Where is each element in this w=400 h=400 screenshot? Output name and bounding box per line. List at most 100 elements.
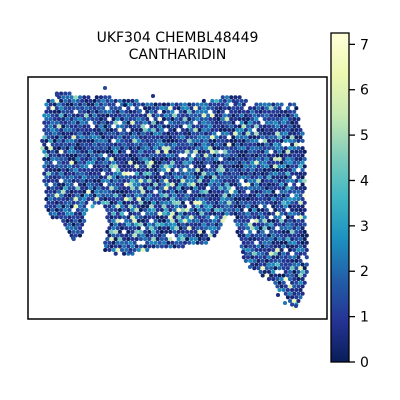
spot-point: [241, 189, 246, 194]
spot-point: [98, 189, 104, 194]
spot-point: [229, 189, 234, 194]
spot-point: [224, 138, 230, 143]
spot-point: [283, 218, 288, 223]
spot-point: [187, 175, 192, 180]
spot-point: [290, 149, 295, 154]
spot-point: [199, 189, 204, 194]
spot-point: [103, 243, 109, 249]
spot-point: [256, 193, 261, 198]
spot-point: [151, 149, 156, 154]
spot-point: [258, 189, 263, 194]
spot-point: [132, 117, 137, 122]
colorbar-tick-label: 0: [360, 355, 369, 371]
spot-point: [224, 160, 230, 165]
spot-point: [170, 218, 175, 223]
spot-point: [210, 120, 215, 125]
spot-point: [300, 146, 305, 151]
spot-point: [168, 207, 173, 213]
spot-point: [119, 247, 125, 253]
spot-point: [124, 226, 129, 231]
spot-point: [201, 200, 206, 205]
spot-point: [153, 233, 158, 238]
spot-point: [134, 164, 139, 169]
spot-point: [245, 197, 251, 202]
spot-point: [189, 157, 194, 162]
spot-point: [75, 98, 80, 103]
spot-point: [252, 113, 257, 118]
spot-point: [63, 178, 68, 183]
spot-point: [273, 229, 278, 234]
spot-point: [174, 138, 179, 143]
spot-point: [132, 124, 137, 129]
spot-point: [126, 113, 131, 118]
spot-point: [283, 211, 288, 216]
spot-point: [50, 149, 55, 154]
spot-point: [248, 200, 253, 205]
spot-point: [260, 215, 265, 220]
spot-point: [164, 106, 169, 111]
spot-point: [65, 189, 70, 194]
spot-point: [50, 106, 55, 111]
spot-point: [189, 178, 194, 183]
chart-title-line-1: UKF304 CHEMBL48449: [96, 30, 259, 46]
spot-point: [101, 164, 106, 169]
spot-point: [122, 207, 127, 213]
spot-point: [210, 127, 215, 133]
spot-point: [241, 102, 246, 107]
spot-point: [233, 100, 239, 106]
spot-point: [187, 131, 192, 136]
spot-point: [101, 135, 106, 140]
spot-point: [239, 142, 244, 147]
spot-point: [180, 157, 185, 162]
spot-point: [260, 178, 265, 183]
spot-point: [180, 142, 185, 147]
spot-point: [285, 229, 290, 234]
spot-point: [44, 175, 49, 180]
spot-point: [264, 273, 269, 278]
spot-point: [82, 138, 87, 143]
spot-point: [48, 138, 53, 143]
spot-point: [155, 135, 160, 140]
spot-point: [111, 211, 116, 216]
spot-point: [281, 157, 286, 162]
spot-point: [159, 157, 164, 162]
spot-point: [199, 233, 204, 238]
spot-point: [67, 106, 72, 111]
spot-point: [138, 200, 143, 205]
spot-point: [262, 131, 267, 136]
spot-point: [71, 113, 76, 118]
spot-point: [98, 124, 104, 129]
spot-point: [273, 106, 278, 111]
spot-point: [199, 218, 204, 223]
spot-point: [145, 197, 150, 202]
spot-point: [102, 85, 108, 91]
spot-point: [117, 142, 122, 147]
spot-point: [290, 157, 295, 162]
spot-point: [294, 106, 299, 111]
spot-point: [287, 269, 293, 274]
spot-point: [241, 197, 246, 202]
spot-point: [222, 106, 227, 111]
spot-point: [44, 146, 49, 151]
spot-point: [52, 197, 57, 202]
spot-point: [224, 197, 230, 202]
spot-point: [220, 117, 225, 122]
spot-point: [195, 160, 200, 165]
spot-point: [185, 113, 190, 118]
spot-point: [187, 167, 192, 173]
spot-point: [155, 193, 160, 198]
spot-point: [56, 197, 62, 202]
spot-point: [269, 222, 274, 227]
spot-point: [199, 117, 204, 122]
spot-point: [271, 247, 276, 253]
spot-point: [130, 186, 135, 191]
spot-point: [170, 167, 175, 173]
spot-point: [101, 193, 106, 198]
spot-point: [266, 138, 272, 143]
spot-point: [229, 124, 234, 129]
spot-point: [241, 153, 246, 158]
spot-point: [151, 244, 156, 249]
spot-point: [159, 193, 164, 198]
spot-point: [203, 233, 209, 238]
spot-point: [155, 244, 160, 249]
